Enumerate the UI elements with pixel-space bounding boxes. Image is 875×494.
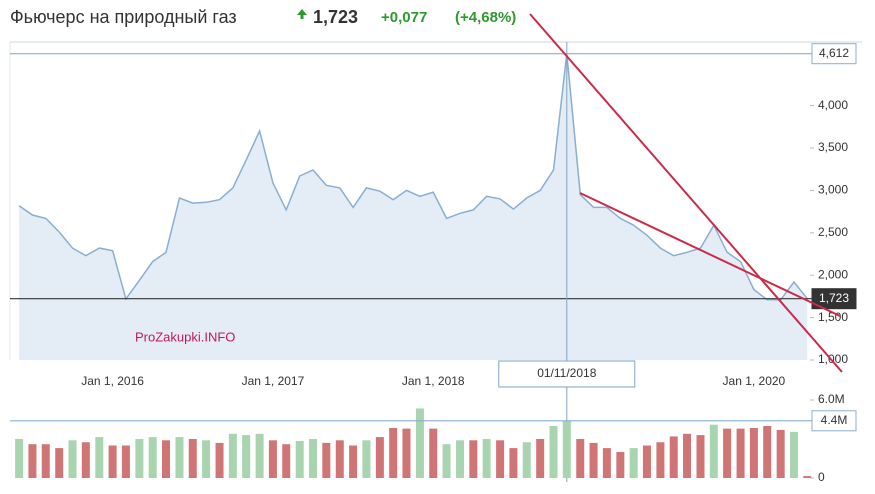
y-tick-label: 3,500 [818,140,848,154]
last-price: 1,723 [313,7,358,27]
volume-bar [789,431,798,478]
volume-bar [562,420,571,478]
price-change-pct: (+4,68%) [455,9,516,26]
volume-bar [736,428,745,478]
volume-bar [442,444,451,478]
volume-bar [456,440,465,478]
volume-bar [642,445,651,478]
volume-bar [148,437,157,478]
volume-bar [188,439,197,478]
price-marker-box [811,43,857,65]
volume-bar [723,428,732,478]
volume-bar [616,452,625,478]
y-tick-label: 3,000 [818,183,848,197]
volume-bar [202,440,211,478]
area [19,53,808,360]
volume-bar [175,437,184,478]
volume-bar [509,448,518,478]
price-marker-label: 1,723 [819,291,849,305]
trend-line [579,192,841,317]
volume-bar [255,433,264,478]
volume-bar [496,440,505,478]
volume-bar [295,440,304,478]
volume-bar [522,442,531,478]
volume-bar [55,448,64,478]
volume-bar [362,440,371,478]
up-arrow [297,9,307,15]
volume-bar [322,442,331,478]
chart-title: Фьючерс на природный газ [10,7,237,27]
volume-bar [15,439,24,478]
y-tick-label: 0 [818,470,825,484]
volume-bar [696,435,705,478]
volume-bar [709,424,718,478]
y-tick-label: 4,000 [818,98,848,112]
volume-bar [242,435,251,478]
volume-bar [81,442,90,478]
y-tick-label: 1,500 [818,310,848,324]
crosshair-box [498,360,636,388]
y-tick-label: 2,500 [818,225,848,239]
volume-bar [776,429,785,478]
volume-bar [482,439,491,478]
trend-line [529,13,843,373]
price-marker-label: 4.4M [821,413,848,427]
volume-bar [415,408,424,478]
volume-bar [121,445,130,478]
volume-bar [68,440,77,478]
y-tick-label: 6.0M [818,392,845,406]
volume-bar [135,439,144,478]
volume-bar [108,445,117,478]
volume-bar [282,444,291,478]
volume-bar [228,433,237,478]
volume-bar [389,427,398,478]
price-marker-box [811,288,857,310]
volume-bar [536,439,545,478]
volume-bar [309,439,318,478]
volume-bar [375,437,384,478]
volume-bar [589,442,598,478]
price-marker-box [811,410,857,432]
volume-bar [349,445,358,478]
volume-bar [95,437,104,478]
volume-bar [656,442,665,478]
price-marker-label: 4,612 [819,46,849,60]
volume-bar [576,439,585,478]
volume-bar [803,476,812,478]
volume-bar [749,427,758,478]
watermark: ProZakupki.INFO [135,329,235,344]
price-change: +0,077 [381,9,427,26]
volume-bar [402,428,411,478]
volume-bar [629,448,638,478]
x-tick-label: Jan 1, 2017 [242,374,305,388]
volume-bar [763,426,772,478]
x-tick-label: Jan 1, 2018 [402,374,465,388]
y-tick-label: 1,000 [818,352,848,366]
y-tick-label: 2,000 [818,267,848,281]
line [18,53,808,301]
volume-bar [268,440,277,478]
crosshair-label: 01/11/2018 [537,366,596,380]
up-arrow-stem [300,14,304,19]
volume-bar [669,436,678,478]
volume-bar [41,444,50,478]
x-tick-label: Jan 1, 2016 [81,374,144,388]
volume-bar [215,442,224,478]
volume-bar [161,440,170,478]
volume-bar [429,428,438,478]
volume-bar [602,448,611,478]
volume-bar [469,440,478,478]
volume-bar [28,444,37,478]
volume-bar [549,426,558,478]
plot: 1,000 1,500 2,000 2,500 3,000 3,500 4,000 Jan 1… [10,42,857,484]
x-tick-label: Jan 1, 2020 [723,374,786,388]
volume-bar [335,440,344,478]
volume-bar [683,433,692,478]
